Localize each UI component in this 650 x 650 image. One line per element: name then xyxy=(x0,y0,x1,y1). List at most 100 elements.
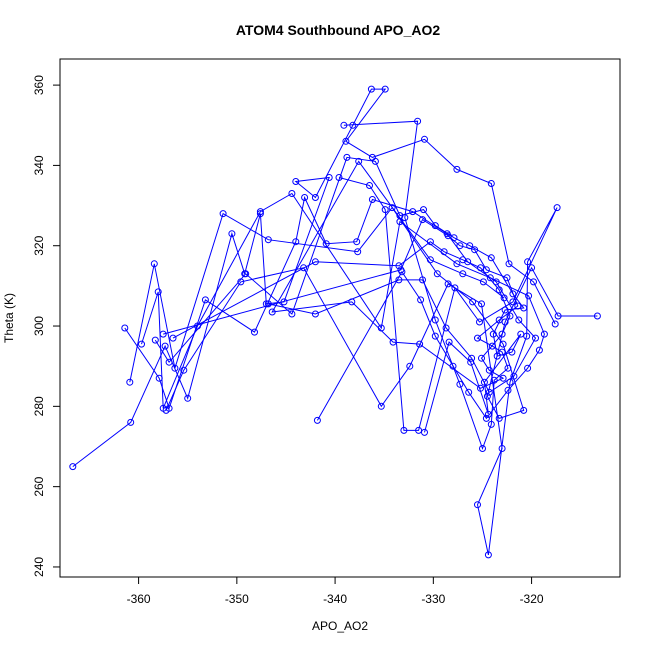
data-point xyxy=(417,296,425,304)
data-point xyxy=(535,346,543,354)
data-point xyxy=(219,210,227,218)
x-axis-label: APO_AO2 xyxy=(312,619,368,633)
data-point xyxy=(159,330,167,338)
data-point xyxy=(517,330,525,338)
data-point xyxy=(242,270,250,278)
data-point xyxy=(426,238,434,246)
data-point xyxy=(495,414,503,422)
series-7 xyxy=(159,117,522,452)
data-point xyxy=(451,284,459,292)
plot-frame xyxy=(59,58,621,578)
data-point xyxy=(487,180,495,187)
data-point xyxy=(551,320,559,328)
data-point xyxy=(322,240,330,248)
data-point xyxy=(311,194,319,201)
data-point xyxy=(368,196,376,203)
data-point xyxy=(325,174,333,181)
x-tick-label: -320 xyxy=(520,592,544,606)
data-point xyxy=(498,445,506,452)
data-point xyxy=(311,310,319,318)
data-point xyxy=(300,264,308,272)
data-point xyxy=(381,206,389,214)
data-point xyxy=(288,190,296,197)
data-point xyxy=(504,364,512,372)
data-point xyxy=(256,208,264,216)
data-point xyxy=(251,328,258,336)
y-tick-label: 240 xyxy=(32,557,46,577)
data-point xyxy=(540,330,548,338)
data-point xyxy=(482,414,490,422)
series-8 xyxy=(169,157,514,392)
data-point xyxy=(301,194,309,201)
data-point xyxy=(416,340,424,348)
data-point xyxy=(524,258,532,266)
data-point xyxy=(554,312,562,320)
data-point xyxy=(150,260,158,268)
series-1 xyxy=(69,85,559,471)
data-point xyxy=(499,374,507,382)
data-point xyxy=(126,378,134,386)
data-point xyxy=(354,248,362,256)
data-point xyxy=(495,316,503,324)
data-point xyxy=(415,426,423,434)
series-line xyxy=(72,88,556,467)
y-tick-label: 300 xyxy=(32,316,46,336)
data-point xyxy=(508,348,516,356)
data-point xyxy=(505,260,513,268)
data-point xyxy=(467,358,475,366)
data-point xyxy=(487,420,495,428)
data-point xyxy=(414,117,422,125)
data-point xyxy=(499,340,507,348)
series-line xyxy=(129,206,598,420)
data-point xyxy=(453,165,461,173)
data-point xyxy=(523,332,531,340)
data-point xyxy=(487,254,495,262)
data-point xyxy=(264,236,272,244)
data-point xyxy=(506,378,514,386)
data-point xyxy=(127,418,135,426)
data-point xyxy=(371,157,379,165)
data-point xyxy=(477,384,484,392)
series-line xyxy=(172,160,511,389)
data-point xyxy=(476,318,483,326)
series-line xyxy=(141,192,545,421)
data-point xyxy=(489,330,497,338)
data-point xyxy=(456,380,464,388)
y-tick-label: 360 xyxy=(32,75,46,95)
data-point xyxy=(377,402,385,410)
data-point xyxy=(400,426,408,434)
data-point xyxy=(421,135,428,143)
data-point xyxy=(171,364,179,372)
y-tick-label: 320 xyxy=(32,235,46,255)
series-line xyxy=(165,177,558,556)
data-point xyxy=(501,318,509,326)
data-point xyxy=(421,428,428,436)
data-point xyxy=(488,342,496,350)
data-point xyxy=(264,300,272,308)
data-point xyxy=(480,378,488,386)
data-point xyxy=(444,232,452,240)
data-point xyxy=(228,230,236,238)
data-point xyxy=(444,280,452,288)
data-point xyxy=(406,362,414,370)
data-point xyxy=(474,334,481,342)
data-point xyxy=(474,501,481,509)
data-point xyxy=(478,300,485,308)
x-axis: -360 -350 -340 -330 -320 xyxy=(127,577,544,606)
data-point xyxy=(161,342,169,350)
data-point xyxy=(288,310,296,318)
data-point xyxy=(433,270,441,278)
data-point xyxy=(493,352,501,360)
data-point xyxy=(401,214,409,222)
y-tick-label: 340 xyxy=(32,155,46,175)
data-point xyxy=(445,338,453,346)
data-point xyxy=(313,416,321,424)
data-point xyxy=(532,334,539,342)
data-point xyxy=(498,330,506,338)
y-tick-label: 280 xyxy=(32,396,46,416)
data-point xyxy=(465,388,473,396)
data-point xyxy=(501,306,509,314)
data-point xyxy=(353,238,361,246)
data-point xyxy=(442,324,450,332)
